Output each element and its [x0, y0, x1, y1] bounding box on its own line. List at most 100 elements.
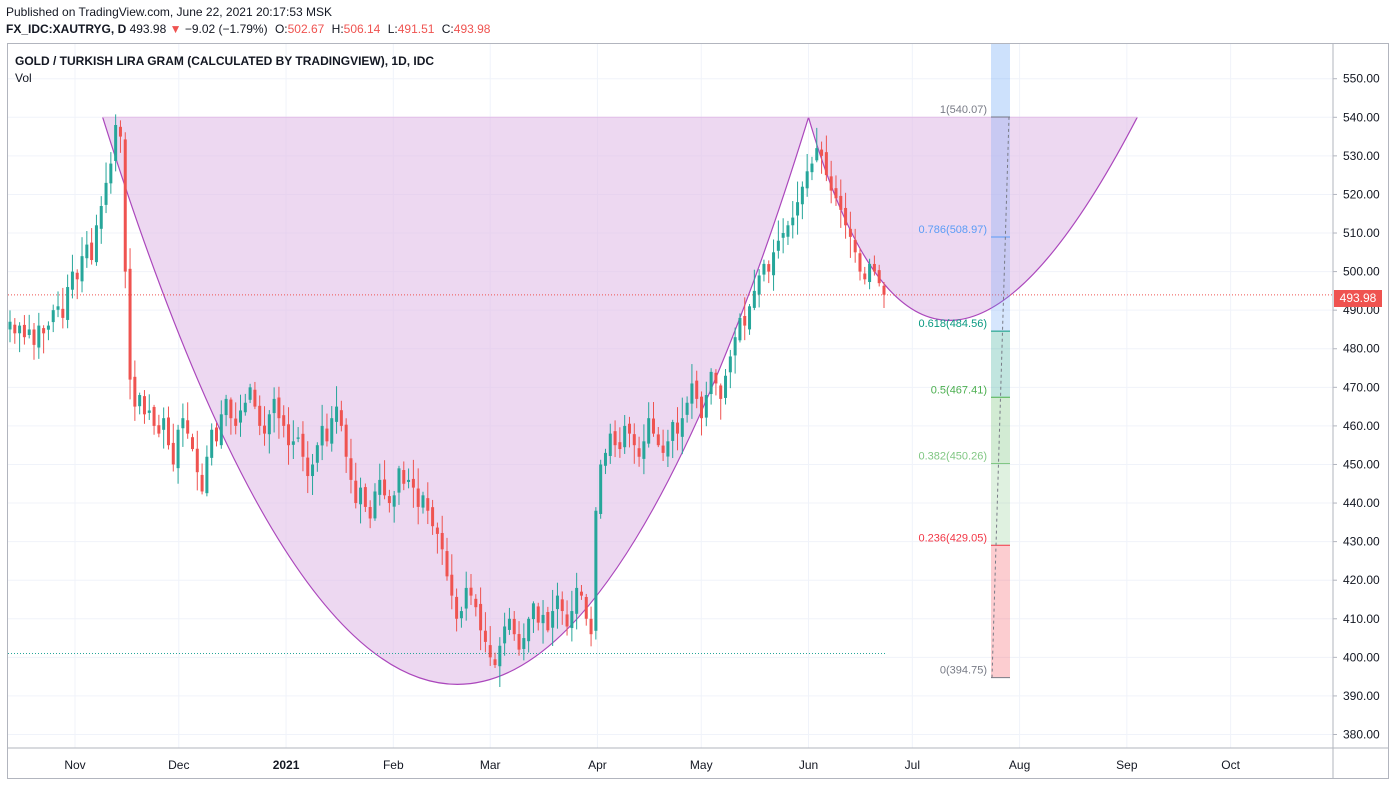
- candle-body: [253, 389, 257, 407]
- candle-body: [287, 424, 291, 446]
- candle-body: [263, 425, 267, 434]
- candle-body: [815, 148, 819, 161]
- chart-frame[interactable]: [7, 43, 1389, 779]
- high-value: 506.14: [343, 22, 381, 36]
- candle-body: [378, 479, 382, 495]
- candle-body: [546, 612, 550, 631]
- candle-body: [282, 415, 286, 426]
- candle-body: [239, 410, 243, 423]
- candle-body: [70, 271, 74, 290]
- x-tick-label: Jul: [905, 758, 920, 772]
- candle-body: [599, 464, 603, 514]
- candle-body: [656, 434, 660, 446]
- candle-body: [589, 618, 593, 635]
- open-label: O:: [274, 22, 288, 36]
- x-tick-label: Aug: [1009, 758, 1030, 772]
- candle-body: [383, 479, 387, 496]
- candle-body: [709, 371, 713, 395]
- candle-body: [704, 395, 708, 418]
- candle-body: [248, 387, 252, 400]
- candle-body: [171, 442, 175, 465]
- candle-body: [325, 428, 329, 442]
- candle-body: [339, 410, 343, 426]
- candle-body: [671, 422, 675, 441]
- candle-body: [272, 398, 276, 414]
- fib-zone: [991, 463, 1010, 546]
- candle-body: [205, 456, 209, 494]
- candle-body: [181, 418, 185, 429]
- published-note: Published on TradingView.com, June 22, 2…: [6, 5, 332, 19]
- candle-body: [800, 186, 804, 205]
- candle-body: [426, 498, 430, 511]
- close-value: 493.98: [453, 22, 491, 36]
- x-tick-label: Sep: [1116, 758, 1138, 772]
- candle-body: [166, 417, 170, 446]
- candle-body: [359, 487, 363, 505]
- candle-body: [752, 290, 756, 308]
- candle-body: [162, 418, 166, 430]
- candle-body: [757, 275, 761, 295]
- fib-zone-extension: [991, 44, 1010, 118]
- candle-body: [863, 273, 867, 280]
- candle-body: [402, 470, 406, 484]
- candle-body: [738, 317, 742, 341]
- candle-body: [531, 603, 535, 620]
- candle-body: [464, 587, 468, 609]
- candle-body: [536, 606, 540, 623]
- y-tick-label: 460.00: [1343, 419, 1380, 433]
- candle-body: [373, 491, 377, 519]
- candle-body: [680, 418, 684, 437]
- candle-body: [719, 385, 723, 399]
- fib-zone: [991, 331, 1010, 398]
- candle-body: [311, 464, 315, 477]
- candle-body: [455, 596, 459, 619]
- y-tick-label: 470.00: [1343, 380, 1380, 394]
- y-tick-label: 450.00: [1343, 457, 1380, 471]
- candle-body: [661, 445, 665, 453]
- candle-body: [839, 195, 843, 210]
- last-price-tag: 493.98: [1334, 290, 1382, 307]
- candle-body: [820, 149, 824, 156]
- symbol-label: FX_IDC:XAUTRYG, D: [6, 22, 127, 36]
- candle-body: [767, 264, 771, 272]
- candles: [8, 114, 886, 687]
- handle-curve: [807, 117, 1138, 321]
- candle-body: [733, 337, 737, 356]
- candle-body: [200, 474, 204, 492]
- candle-body: [61, 308, 65, 318]
- candle-body: [805, 171, 809, 189]
- candle-body: [858, 253, 862, 272]
- candle-body: [724, 375, 728, 398]
- candle-body: [541, 614, 545, 624]
- candle-body: [128, 268, 132, 380]
- candle-body: [824, 152, 828, 176]
- symbol-ohlc-bar: FX_IDC:XAUTRYG, D 493.98 ▼ −9.02 (−1.79%…: [6, 22, 490, 36]
- candle-body: [627, 423, 631, 434]
- candle-body: [104, 182, 108, 205]
- candle-body: [700, 396, 704, 419]
- candle-body: [651, 418, 655, 434]
- candle-body: [411, 478, 415, 488]
- candle-body: [42, 328, 46, 334]
- cup-pattern: [8, 116, 1333, 685]
- candle-body: [407, 479, 411, 482]
- candle-body: [152, 406, 156, 426]
- candle-body: [445, 551, 449, 577]
- open-value: 502.67: [287, 22, 325, 36]
- candle-body: [234, 418, 238, 426]
- candle-body: [613, 431, 617, 446]
- candle-body: [642, 441, 646, 459]
- fib-level-label: 0(394.75): [940, 665, 987, 677]
- candle-body: [243, 402, 247, 413]
- candle-body: [75, 272, 79, 280]
- candle-body: [195, 448, 199, 473]
- candle-body: [277, 397, 281, 419]
- candle-body: [834, 188, 838, 199]
- candle-body: [512, 618, 516, 635]
- candle-body: [118, 126, 122, 137]
- candle-body: [210, 429, 214, 458]
- close-label: C:: [441, 22, 454, 36]
- candle-body: [397, 468, 401, 493]
- x-tick-label: Oct: [1221, 758, 1240, 772]
